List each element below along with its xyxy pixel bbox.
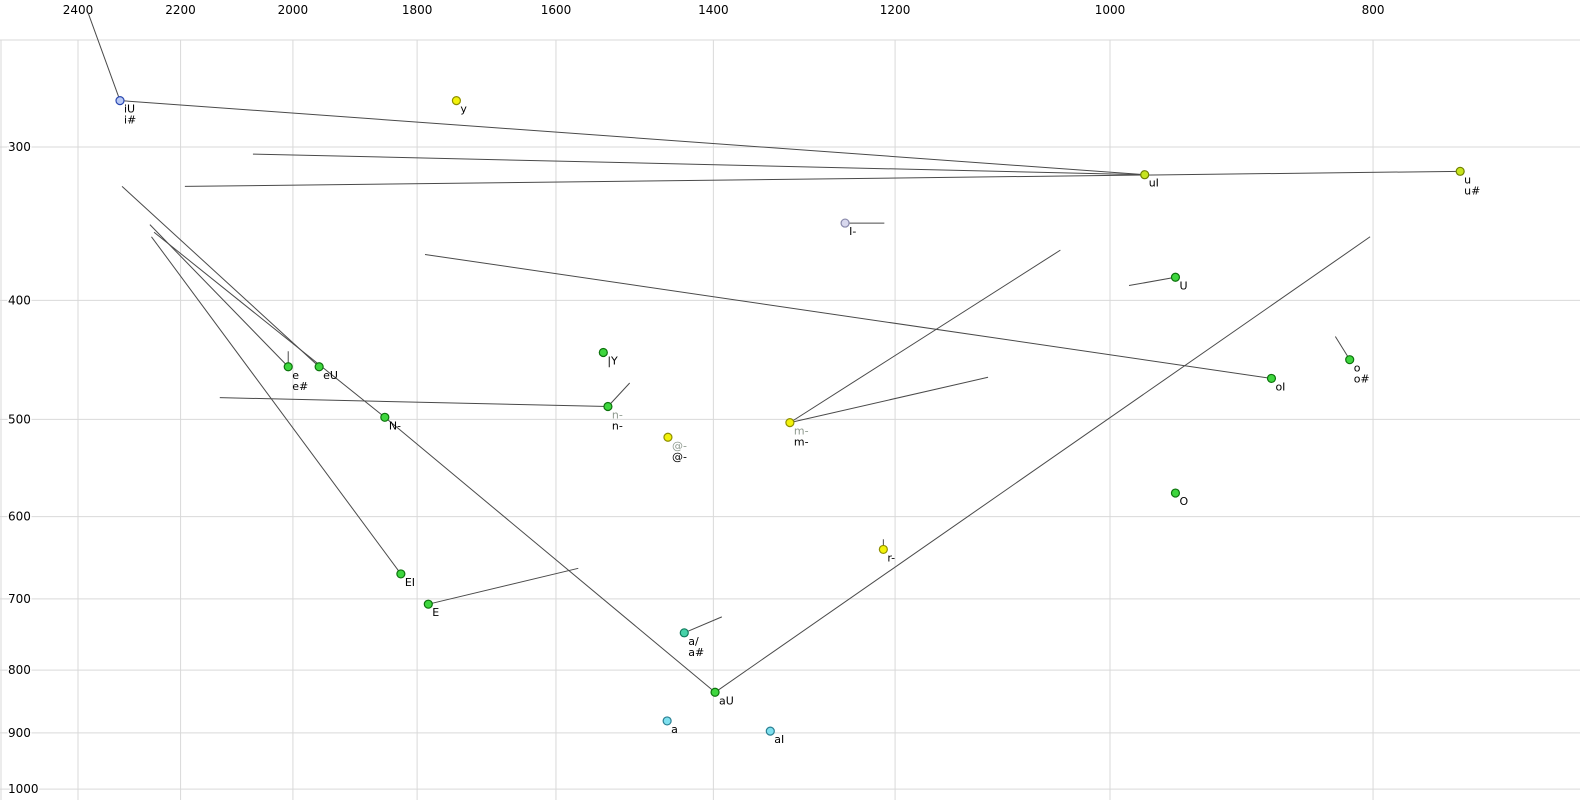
trajectory-line: [789, 249, 1061, 424]
y-tick-label: 500: [8, 412, 31, 426]
y-tick-label: 700: [8, 592, 31, 606]
vowel-label: m-: [794, 425, 809, 438]
vowel-label: O: [1179, 495, 1188, 508]
trajectory-line: [151, 236, 402, 575]
vowel-point: [603, 401, 613, 412]
x-tick-label: 2400: [63, 3, 94, 17]
trajectory-line: [153, 231, 386, 418]
vowel-point: [679, 628, 689, 638]
trajectory-line: [149, 224, 289, 368]
vowel-point: [115, 95, 125, 106]
trajectory-line: [252, 153, 1145, 176]
vowel-label: e: [292, 369, 299, 382]
y-tick-label: 900: [8, 726, 31, 740]
vowel-label: eU: [323, 369, 338, 382]
vowel-label: n-: [612, 408, 623, 421]
vowel-label: o#: [1354, 373, 1370, 386]
trajectory-line: [684, 616, 723, 634]
vowel-label: a: [671, 723, 678, 736]
trajectory-line: [428, 567, 579, 605]
trajectory-line: [714, 236, 1371, 693]
trajectory-line: [424, 254, 1272, 379]
vowel-label: N-: [389, 419, 401, 432]
vowel-label: y: [460, 103, 467, 116]
vowel-label: uI: [1149, 177, 1159, 190]
x-tick-label: 800: [1362, 3, 1385, 17]
vowel-point: [662, 716, 672, 726]
x-tick-label: 2000: [278, 3, 309, 17]
vowel-label: U: [1179, 279, 1187, 292]
trajectory-line: [87, 12, 121, 101]
vowel-point: [840, 218, 850, 228]
y-tick-label: 800: [8, 663, 31, 677]
vowel-point: [1455, 166, 1465, 176]
vowel-label: r-: [887, 551, 895, 564]
vowel-label: a/: [688, 635, 699, 648]
x-tick-label: 1800: [402, 3, 433, 17]
vowel-label: |Y: [607, 354, 618, 367]
vowel-label: @-: [672, 439, 687, 452]
vowel-label: m-: [794, 436, 809, 449]
vowel-point: [765, 726, 775, 736]
x-tick-label: 1400: [698, 3, 729, 17]
vowel-label: a#: [688, 646, 704, 659]
vowel-label: E: [432, 606, 439, 619]
vowel-point: [598, 347, 608, 358]
vowel-label: @-: [672, 450, 687, 463]
vowel-label: aI: [774, 733, 784, 746]
trajectory-line: [607, 382, 631, 407]
x-tick-label: 2200: [165, 3, 196, 17]
vowel-point: [451, 95, 462, 106]
vowel-label: I-: [849, 225, 856, 238]
vowel-point: [1170, 488, 1181, 498]
vowel-label: i#: [124, 114, 136, 127]
vowel-label: oI: [1275, 380, 1285, 393]
x-tick-label: 1600: [541, 3, 572, 17]
vowel-label: e#: [292, 380, 308, 393]
y-tick-label: 300: [8, 140, 31, 154]
y-tick-label: 400: [8, 293, 31, 307]
vowel-label: EI: [405, 576, 415, 589]
vowel-point: [1140, 170, 1150, 180]
trajectory-line: [219, 397, 608, 407]
vowel-label: u#: [1464, 184, 1480, 197]
vowel-point: [1266, 373, 1277, 384]
vowel-point: [314, 362, 324, 372]
vowel-label: o: [1354, 362, 1361, 375]
vowel-point: [396, 569, 406, 579]
vowel-point: [423, 599, 433, 609]
vowel-point: [878, 544, 888, 555]
vowel-point: [663, 432, 673, 442]
trajectory-line: [1128, 276, 1176, 287]
y-tick-label: 600: [8, 510, 31, 524]
vowel-label: u: [1464, 173, 1471, 186]
vowel-point: [1345, 355, 1355, 365]
y-tick-label: 1000: [8, 782, 39, 796]
vowel-label: iU: [124, 103, 135, 116]
vowel-point: [710, 687, 720, 697]
trajectory-line: [184, 170, 1461, 187]
x-tick-label: 1000: [1095, 3, 1126, 17]
trajectory-line: [384, 416, 716, 693]
vowel-point: [283, 362, 293, 372]
vowel-label: n-: [612, 419, 623, 432]
vowel-label: aU: [719, 694, 734, 707]
x-tick-label: 1200: [880, 3, 911, 17]
vowel-point: [1170, 272, 1181, 282]
trajectory-line: [119, 100, 1145, 176]
trajectory-line: [121, 186, 320, 368]
vowel-point: [785, 418, 795, 428]
trajectory-line: [789, 376, 989, 424]
vowel-point: [380, 412, 390, 422]
